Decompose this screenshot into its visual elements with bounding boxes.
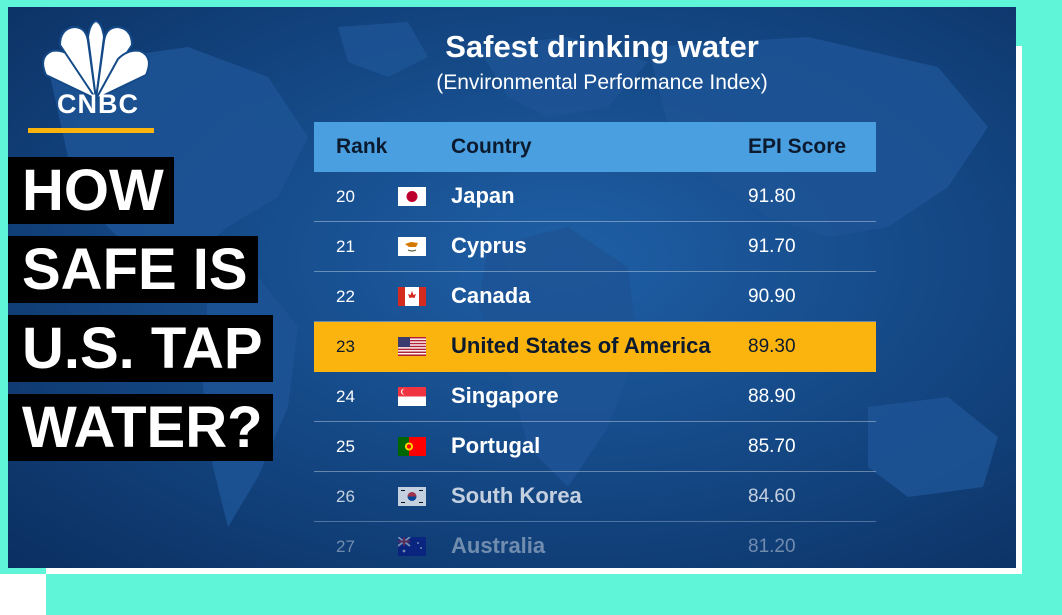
score-cell: 90.90 <box>748 286 796 307</box>
logo-underline <box>28 128 154 133</box>
epi-ranking-table: Rank Country EPI Score 20 Japan 91.80 21… <box>314 122 876 568</box>
rank-cell: 20 <box>336 187 355 206</box>
table-row: 26 South Korea 84.60 <box>314 472 876 522</box>
table-row-highlighted: 23 United States of America 89.30 <box>314 322 876 372</box>
rank-cell: 25 <box>336 437 355 456</box>
country-cell: Canada <box>451 283 531 308</box>
country-cell: United States of America <box>451 333 711 358</box>
table-row: 21 Cyprus 91.70 <box>314 222 876 272</box>
table-row: 25 Portugal 85.70 <box>314 422 876 472</box>
thumbnail-panel: CNBC HOW SAFE IS U.S. TAP WATER? Safest … <box>8 7 1016 568</box>
table-header: Rank Country EPI Score <box>314 122 876 172</box>
country-cell: Portugal <box>451 433 541 458</box>
rank-cell: 27 <box>336 537 355 556</box>
country-cell: Cyprus <box>451 233 527 258</box>
rank-cell: 26 <box>336 487 355 506</box>
rank-cell: 24 <box>336 387 355 406</box>
column-header-score: EPI Score <box>748 135 847 158</box>
score-cell: 88.90 <box>748 386 796 407</box>
usa-flag-icon <box>398 337 426 356</box>
score-cell: 81.20 <box>748 536 796 557</box>
column-header-rank: Rank <box>336 135 388 158</box>
south-korea-flag-icon <box>398 487 426 506</box>
nbc-peacock-icon <box>42 19 150 102</box>
japan-flag-icon <box>398 187 426 206</box>
score-cell: 91.70 <box>748 236 796 257</box>
accent-frame-right <box>1022 0 1062 615</box>
score-cell: 84.60 <box>748 486 796 507</box>
score-cell: 89.30 <box>748 336 796 357</box>
score-cell: 91.80 <box>748 186 796 207</box>
headline-line: WATER? <box>8 394 273 461</box>
table-title: Safest drinking water <box>445 29 759 64</box>
score-cell: 85.70 <box>748 436 796 457</box>
country-cell: Japan <box>451 183 515 208</box>
cnbc-wordmark: CNBC <box>57 89 139 119</box>
australia-flag-icon <box>398 537 426 556</box>
table-row: 27 Australia 81.20 <box>314 522 876 568</box>
canada-flag-icon <box>398 287 426 306</box>
portugal-flag-icon <box>398 437 426 456</box>
cyprus-flag-icon <box>398 237 426 256</box>
country-cell: Singapore <box>451 383 559 408</box>
headline: HOW SAFE IS U.S. TAP WATER? <box>8 157 273 473</box>
world-map-background <box>48 22 998 527</box>
country-cell: Australia <box>451 533 546 558</box>
accent-frame-bottom <box>46 574 1062 615</box>
table-row: 22 Canada 90.90 <box>314 272 876 322</box>
headline-line: U.S. TAP <box>8 315 273 382</box>
headline-line: HOW <box>8 157 174 224</box>
rank-cell: 21 <box>336 237 355 256</box>
headline-line: SAFE IS <box>8 236 258 303</box>
column-header-country: Country <box>451 135 532 158</box>
rank-cell: 22 <box>336 287 355 306</box>
table-row: 24 Singapore 88.90 <box>314 372 876 422</box>
country-cell: South Korea <box>451 483 582 508</box>
table-row: 20 Japan 91.80 <box>314 172 876 222</box>
singapore-flag-icon <box>398 387 426 406</box>
table-subtitle: (Environmental Performance Index) <box>436 71 768 94</box>
rank-cell: 23 <box>336 337 355 356</box>
